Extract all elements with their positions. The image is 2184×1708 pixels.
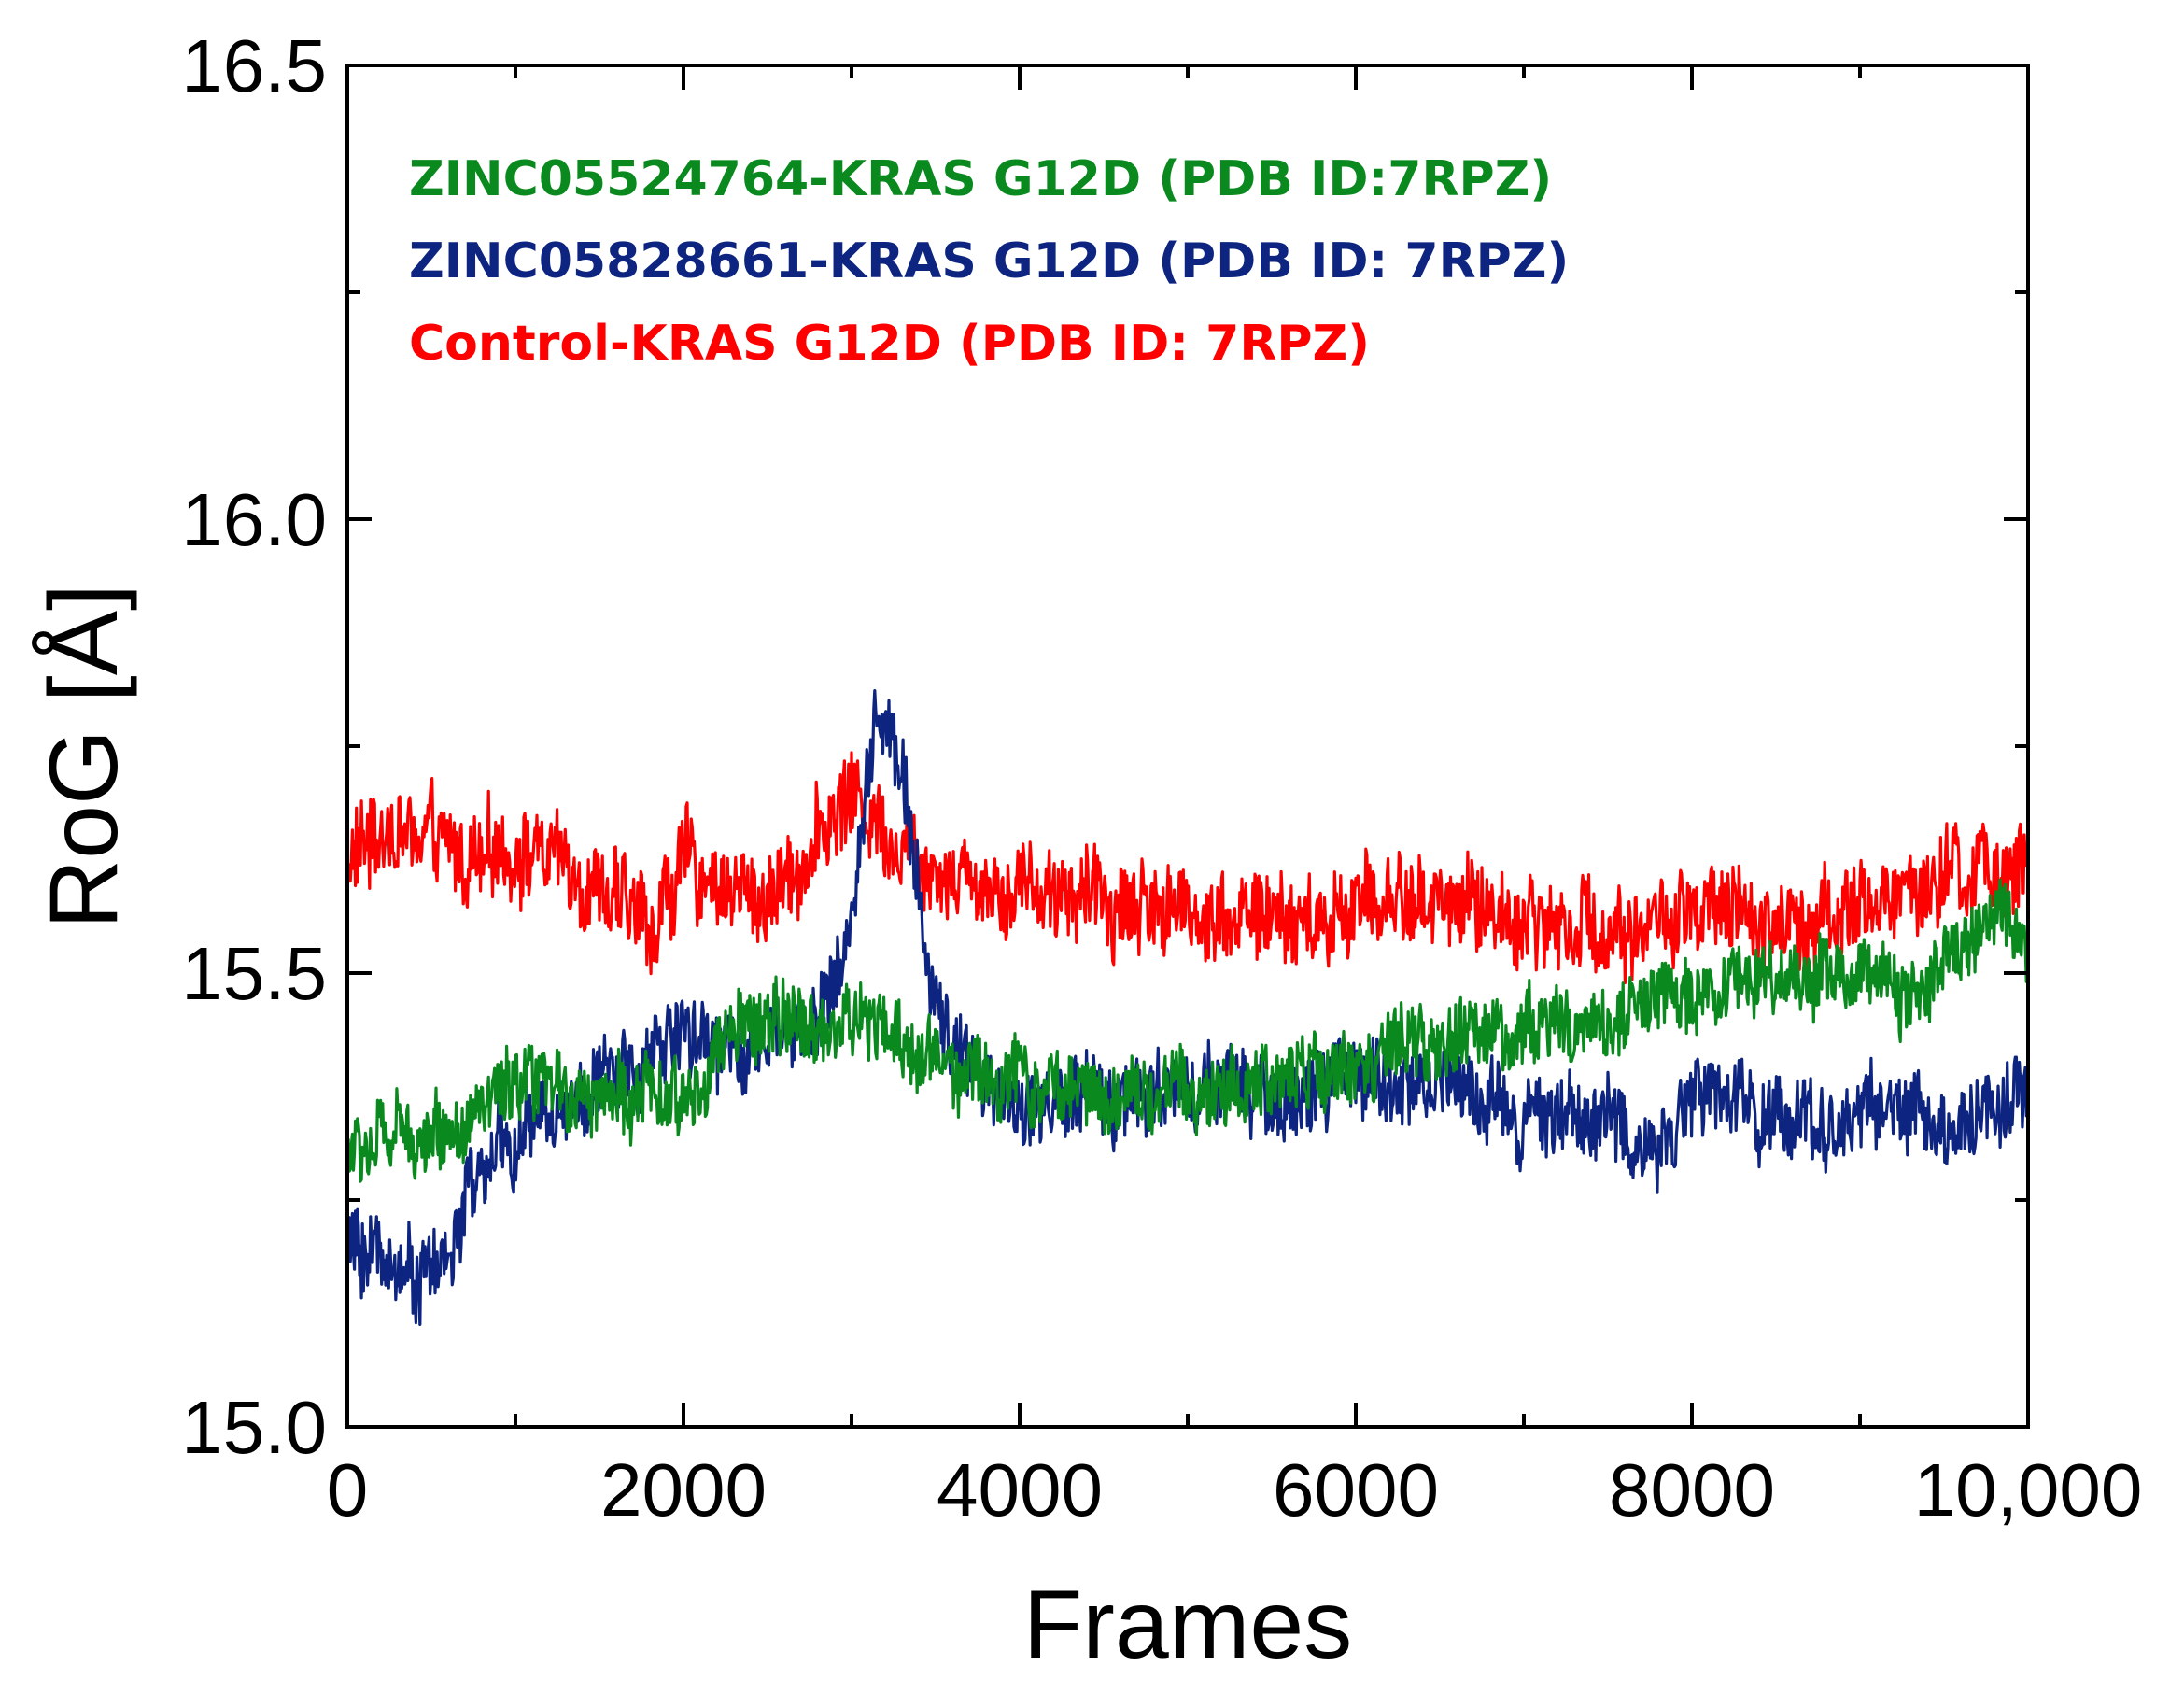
ticks-layer xyxy=(345,64,2030,1429)
y-axis-title: RoG [Å] xyxy=(30,584,138,929)
x-axis-title: Frames xyxy=(1023,1571,1352,1679)
x-tick-label: 10,000 xyxy=(1914,1448,2143,1532)
legend: ZINC05524764-KRAS G12D (PDB ID:7RPZ) ZIN… xyxy=(409,151,1569,372)
x-tick-label: 2000 xyxy=(600,1448,767,1532)
x-tick-label: 6000 xyxy=(1273,1448,1439,1532)
tick-labels-layer: 0 2000 4000 6000 8000 10,000 15.0 15.5 16.0 16.5 xyxy=(181,24,2142,1532)
legend-entry-control: Control-KRAS G12D (PDB ID: 7RPZ) xyxy=(409,316,1370,372)
series-line-2 xyxy=(347,878,2028,1183)
series-line-0 xyxy=(347,751,2028,985)
series-line-1 xyxy=(347,689,2028,1326)
x-tick-label: 0 xyxy=(327,1448,369,1532)
y-tick-label: 15.0 xyxy=(181,1386,327,1469)
series-layer xyxy=(347,689,2028,1326)
legend-entry-zinc05524764: ZINC05524764-KRAS G12D (PDB ID:7RPZ) xyxy=(409,151,1552,207)
x-tick-label: 8000 xyxy=(1609,1448,1775,1532)
legend-entry-zinc05828661: ZINC05828661-KRAS G12D (PDB ID: 7RPZ) xyxy=(409,233,1569,289)
x-tick-label: 4000 xyxy=(937,1448,1103,1532)
y-tick-label: 16.0 xyxy=(181,478,327,561)
y-tick-label: 16.5 xyxy=(181,24,327,107)
y-tick-label: 15.5 xyxy=(181,932,327,1015)
